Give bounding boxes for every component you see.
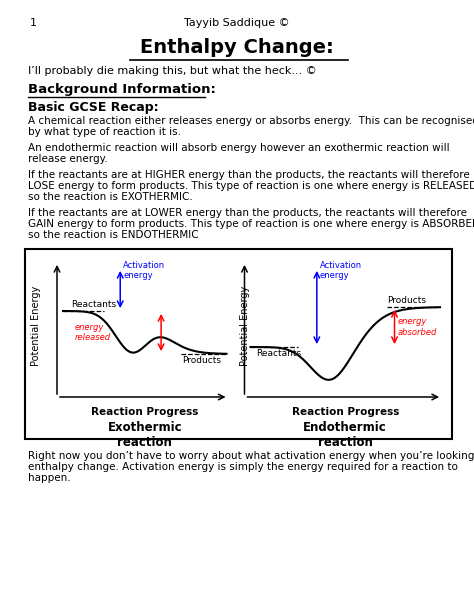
Text: Activation
energy: Activation energy (320, 261, 362, 280)
Text: Exothermic
reaction: Exothermic reaction (108, 421, 182, 449)
Text: An endothermic reaction will absorb energy however an exothermic reaction will: An endothermic reaction will absorb ener… (28, 143, 450, 153)
Text: A chemical reaction either releases energy or absorbs energy.  This can be recog: A chemical reaction either releases ener… (28, 116, 474, 126)
Text: Background Information:: Background Information: (28, 83, 216, 96)
Text: Basic GCSE Recap:: Basic GCSE Recap: (28, 101, 159, 114)
Text: enthalpy change. Activation energy is simply the energy required for a reaction : enthalpy change. Activation energy is si… (28, 462, 458, 472)
Text: Products: Products (182, 356, 221, 365)
Text: Reactants: Reactants (71, 300, 116, 309)
Text: 1: 1 (30, 18, 37, 28)
Text: happen.: happen. (28, 473, 71, 483)
Text: Reactants: Reactants (256, 349, 301, 358)
Text: If the reactants are at HIGHER energy than the products, the reactants will ther: If the reactants are at HIGHER energy th… (28, 170, 470, 180)
Text: energy
released: energy released (74, 323, 110, 343)
Text: Products: Products (387, 296, 426, 305)
Text: so the reaction is ENDOTHERMIC: so the reaction is ENDOTHERMIC (28, 230, 199, 240)
Text: energy
absorbed: energy absorbed (398, 318, 437, 337)
Text: so the reaction is EXOTHERMIC.: so the reaction is EXOTHERMIC. (28, 192, 193, 202)
Text: If the reactants are at LOWER energy than the products, the reactants will there: If the reactants are at LOWER energy tha… (28, 208, 467, 218)
Text: LOSE energy to form products. This type of reaction is one where energy is RELEA: LOSE energy to form products. This type … (28, 181, 474, 191)
Bar (25, 249, 452, 439)
Text: Reaction Progress: Reaction Progress (91, 407, 199, 417)
Text: GAIN energy to form products. This type of reaction is one where energy is ABSOR: GAIN energy to form products. This type … (28, 219, 474, 229)
Text: Endothermic
reaction: Endothermic reaction (303, 421, 387, 449)
Text: Potential Energy: Potential Energy (240, 286, 250, 366)
Text: Potential Energy: Potential Energy (31, 286, 41, 366)
Text: Right now you don’t have to worry about what activation energy when you’re looki: Right now you don’t have to worry about … (28, 451, 474, 461)
Text: Activation
energy: Activation energy (123, 261, 165, 280)
Text: by what type of reaction it is.: by what type of reaction it is. (28, 127, 181, 137)
Text: release energy.: release energy. (28, 154, 108, 164)
Text: Enthalpy Change:: Enthalpy Change: (140, 38, 334, 57)
Text: Reaction Progress: Reaction Progress (292, 407, 399, 417)
Text: Tayyib Saddique ©: Tayyib Saddique © (184, 18, 290, 28)
Text: I’ll probably die making this, but what the heck... ©: I’ll probably die making this, but what … (28, 66, 317, 76)
